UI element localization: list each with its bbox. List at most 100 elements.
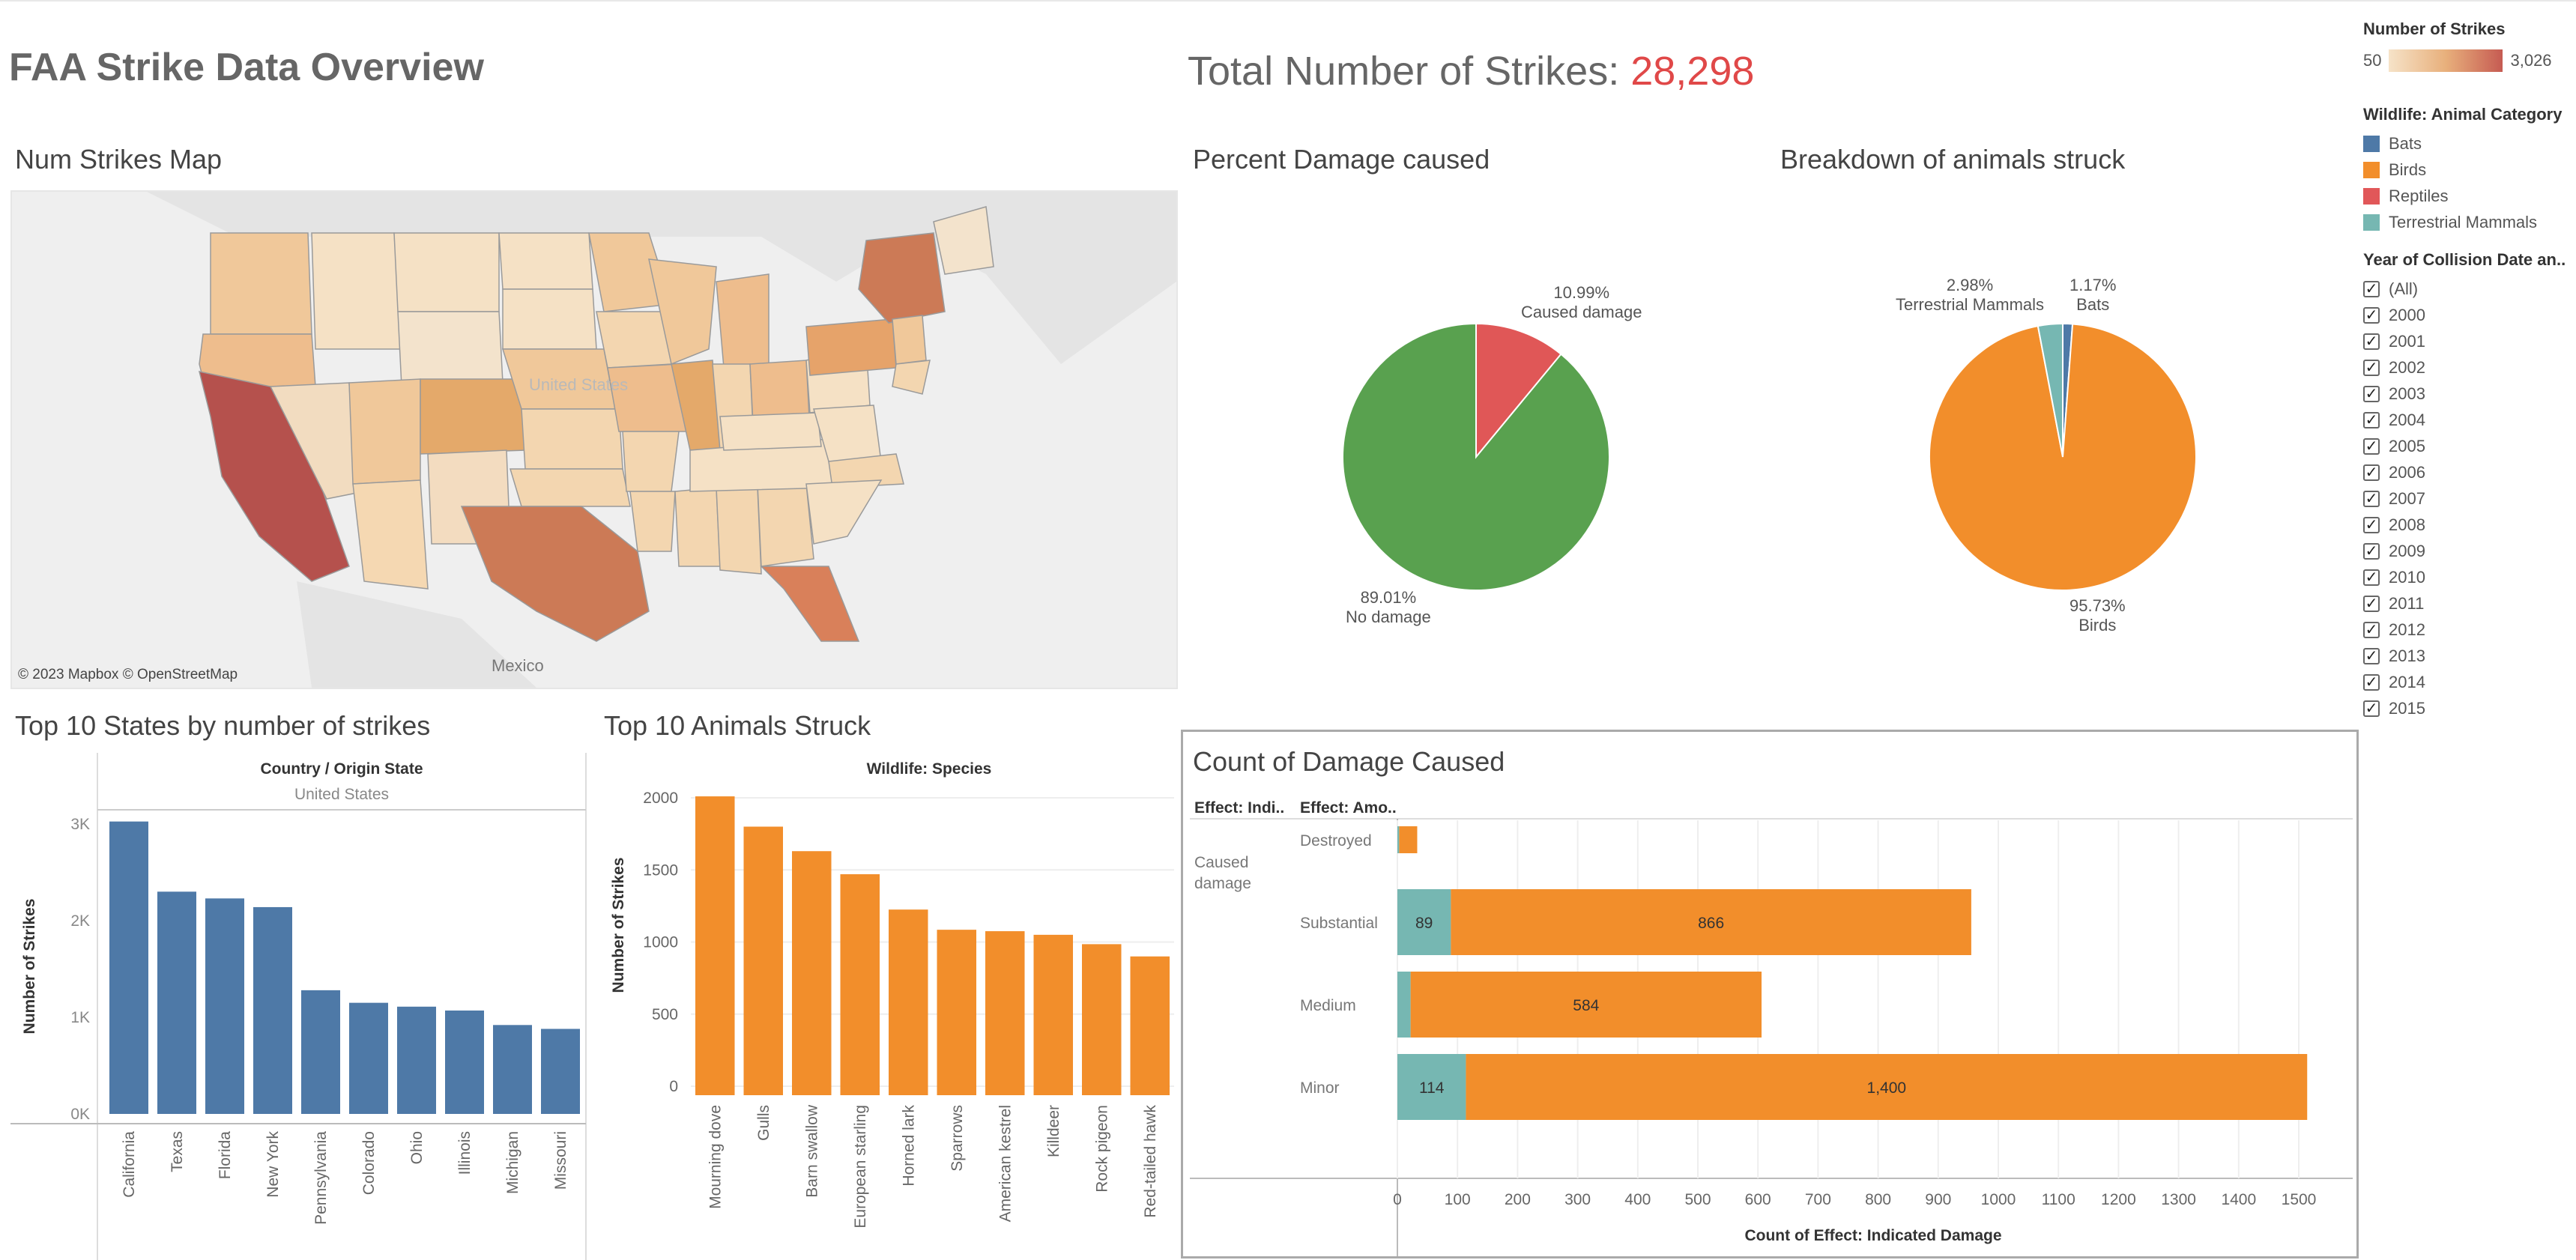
year-filter[interactable]: ✓ (All) ✓ 2000 ✓ 2001 ✓ 2002 ✓ 2003 ✓ 2004 ✓ 2005 ✓ 200… (2363, 276, 2576, 721)
states-bar[interactable] (349, 1002, 388, 1114)
animals-xtick: Red-tailed hawk (1142, 1105, 1159, 1218)
states-bar[interactable] (205, 898, 244, 1114)
states-xtick: Michigan (504, 1131, 521, 1194)
category-legend-item[interactable]: Reptiles (2363, 183, 2576, 209)
checkbox-checked-icon[interactable]: ✓ (2363, 411, 2380, 428)
animal-pie[interactable] (1875, 270, 2250, 644)
year-filter-item[interactable]: ✓ 2012 (2363, 617, 2576, 643)
year-filter-item[interactable]: ✓ 2011 (2363, 590, 2576, 617)
animals-bar[interactable] (1082, 944, 1122, 1095)
states-xtick: New York (264, 1131, 282, 1198)
animals-bar[interactable] (889, 909, 928, 1095)
animals-bar[interactable] (695, 796, 735, 1095)
checkbox-checked-icon[interactable]: ✓ (2363, 385, 2380, 402)
animals-ytick: 500 (652, 1006, 678, 1023)
states-xtick: California (121, 1131, 138, 1198)
damage-bar-segment[interactable] (1397, 826, 1400, 853)
checkbox-checked-icon[interactable]: ✓ (2363, 490, 2380, 507)
checkbox-checked-icon[interactable]: ✓ (2363, 516, 2380, 533)
animals-bar[interactable] (937, 930, 977, 1095)
states-bar[interactable] (445, 1010, 484, 1114)
year-label: 2013 (2389, 646, 2425, 665)
checkbox-checked-icon[interactable]: ✓ (2363, 569, 2380, 586)
year-filter-item[interactable]: ✓ 2010 (2363, 564, 2576, 590)
checkbox-checked-icon[interactable]: ✓ (2363, 542, 2380, 560)
checkbox-checked-icon[interactable]: ✓ (2363, 306, 2380, 324)
year-filter-item[interactable]: ✓ 2001 (2363, 328, 2576, 354)
year-filter-item[interactable]: ✓ 2015 (2363, 695, 2576, 721)
animals-bar[interactable] (792, 851, 832, 1095)
states-bar[interactable] (301, 990, 340, 1114)
year-filter-item[interactable]: ✓ 2005 (2363, 433, 2576, 459)
category-legend-item[interactable]: Terrestrial Mammals (2363, 209, 2576, 235)
year-label: 2001 (2389, 331, 2425, 351)
states-chart[interactable]: Country / Origin State United States Num… (0, 753, 599, 1260)
damage-xtick: 500 (1684, 1191, 1711, 1208)
animals-bar[interactable] (840, 874, 880, 1095)
animal-pie-slice-terrestrial-mammals[interactable] (2037, 322, 2063, 458)
damage-bar-segment[interactable] (1397, 972, 1411, 1038)
dashboard-title: FAA Strike Data Overview (9, 46, 484, 89)
strikes-min: 50 (2363, 51, 2382, 70)
year-filter-item[interactable]: ✓ 2013 (2363, 643, 2576, 669)
checkbox-checked-icon[interactable]: ✓ (2363, 700, 2380, 717)
damage-bar-segment[interactable] (1451, 889, 1971, 955)
animals-bar[interactable] (985, 931, 1025, 1095)
animals-bar[interactable] (1033, 934, 1074, 1095)
year-filter-item[interactable]: ✓ 2014 (2363, 669, 2576, 695)
damage-pie-slice-caused-damage[interactable] (1475, 322, 1562, 459)
damage-bar-segment[interactable] (1410, 972, 1762, 1038)
strikes-color-ramp[interactable]: 50 3,026 (2363, 49, 2576, 72)
year-filter-item[interactable]: ✓ 2009 (2363, 538, 2576, 564)
damage-pie-label-caused: 10.99% Caused damage (1521, 283, 1642, 322)
states-bar[interactable] (541, 1029, 580, 1114)
animal-pie-label-bats: 1.17% Bats (2069, 276, 2116, 315)
damage-pie[interactable] (1289, 270, 1663, 644)
strikes-map[interactable]: United States Mexico © 2023 Mapbox © Ope… (10, 190, 1178, 689)
animals-ytick: 1500 (643, 861, 678, 879)
states-bar[interactable] (157, 891, 196, 1114)
animals-bar[interactable] (743, 826, 784, 1096)
checkbox-checked-icon[interactable]: ✓ (2363, 280, 2380, 297)
checkbox-checked-icon[interactable]: ✓ (2363, 647, 2380, 664)
animals-chart[interactable]: Wildlife: Species Number of Strikes 0 500… (599, 753, 1184, 1260)
year-filter-title: Year of Collision Date an.. (2363, 250, 2566, 269)
category-legend-item[interactable]: Birds (2363, 157, 2576, 183)
checkbox-checked-icon[interactable]: ✓ (2363, 333, 2380, 350)
damage-bar-segment[interactable] (1397, 889, 1451, 955)
damage-count-chart[interactable]: Effect: Indi.. Effect: Amo.. Caused damag… (1184, 790, 2356, 1256)
year-filter-item[interactable]: ✓ 2008 (2363, 512, 2576, 538)
states-bar[interactable] (109, 821, 148, 1114)
map-mexico-label: Mexico (492, 656, 544, 675)
damage-bar-segment[interactable] (1397, 1054, 1466, 1120)
states-xtick: Pennsylvania (312, 1131, 330, 1225)
damage-bar-segment[interactable] (1466, 1054, 2308, 1120)
year-filter-item[interactable]: ✓ 2006 (2363, 459, 2576, 485)
animal-pie-slice-birds[interactable] (1929, 323, 2197, 591)
year-filter-item[interactable]: ✓ 2002 (2363, 354, 2576, 381)
states-bar[interactable] (253, 906, 292, 1114)
map-attribution[interactable]: © 2023 Mapbox © OpenStreetMap (18, 667, 238, 682)
year-label: 2009 (2389, 541, 2425, 560)
damage-bar-segment[interactable] (1399, 826, 1418, 853)
damage-xtick: 1300 (2161, 1191, 2196, 1208)
checkbox-checked-icon[interactable]: ✓ (2363, 595, 2380, 612)
animals-bar[interactable] (1130, 956, 1170, 1095)
year-filter-item[interactable]: ✓ 2004 (2363, 407, 2576, 433)
states-ytick: 2K (70, 912, 90, 930)
checkbox-checked-icon[interactable]: ✓ (2363, 464, 2380, 481)
damage-count-panel[interactable] (1181, 730, 2359, 1259)
checkbox-checked-icon[interactable]: ✓ (2363, 673, 2380, 691)
states-bar[interactable] (397, 1006, 436, 1114)
year-filter-item[interactable]: ✓ 2000 (2363, 302, 2576, 328)
damage-pie-slice-no-damage[interactable] (1342, 322, 1610, 591)
checkbox-checked-icon[interactable]: ✓ (2363, 437, 2380, 455)
category-legend-item[interactable]: Bats (2363, 130, 2576, 157)
year-filter-item[interactable]: ✓ 2007 (2363, 485, 2576, 512)
states-bar[interactable] (493, 1025, 532, 1114)
year-filter-item[interactable]: ✓ 2003 (2363, 381, 2576, 407)
checkbox-checked-icon[interactable]: ✓ (2363, 359, 2380, 376)
checkbox-checked-icon[interactable]: ✓ (2363, 621, 2380, 638)
year-filter-item[interactable]: ✓ (All) (2363, 276, 2576, 302)
legend-swatch (2363, 213, 2380, 231)
